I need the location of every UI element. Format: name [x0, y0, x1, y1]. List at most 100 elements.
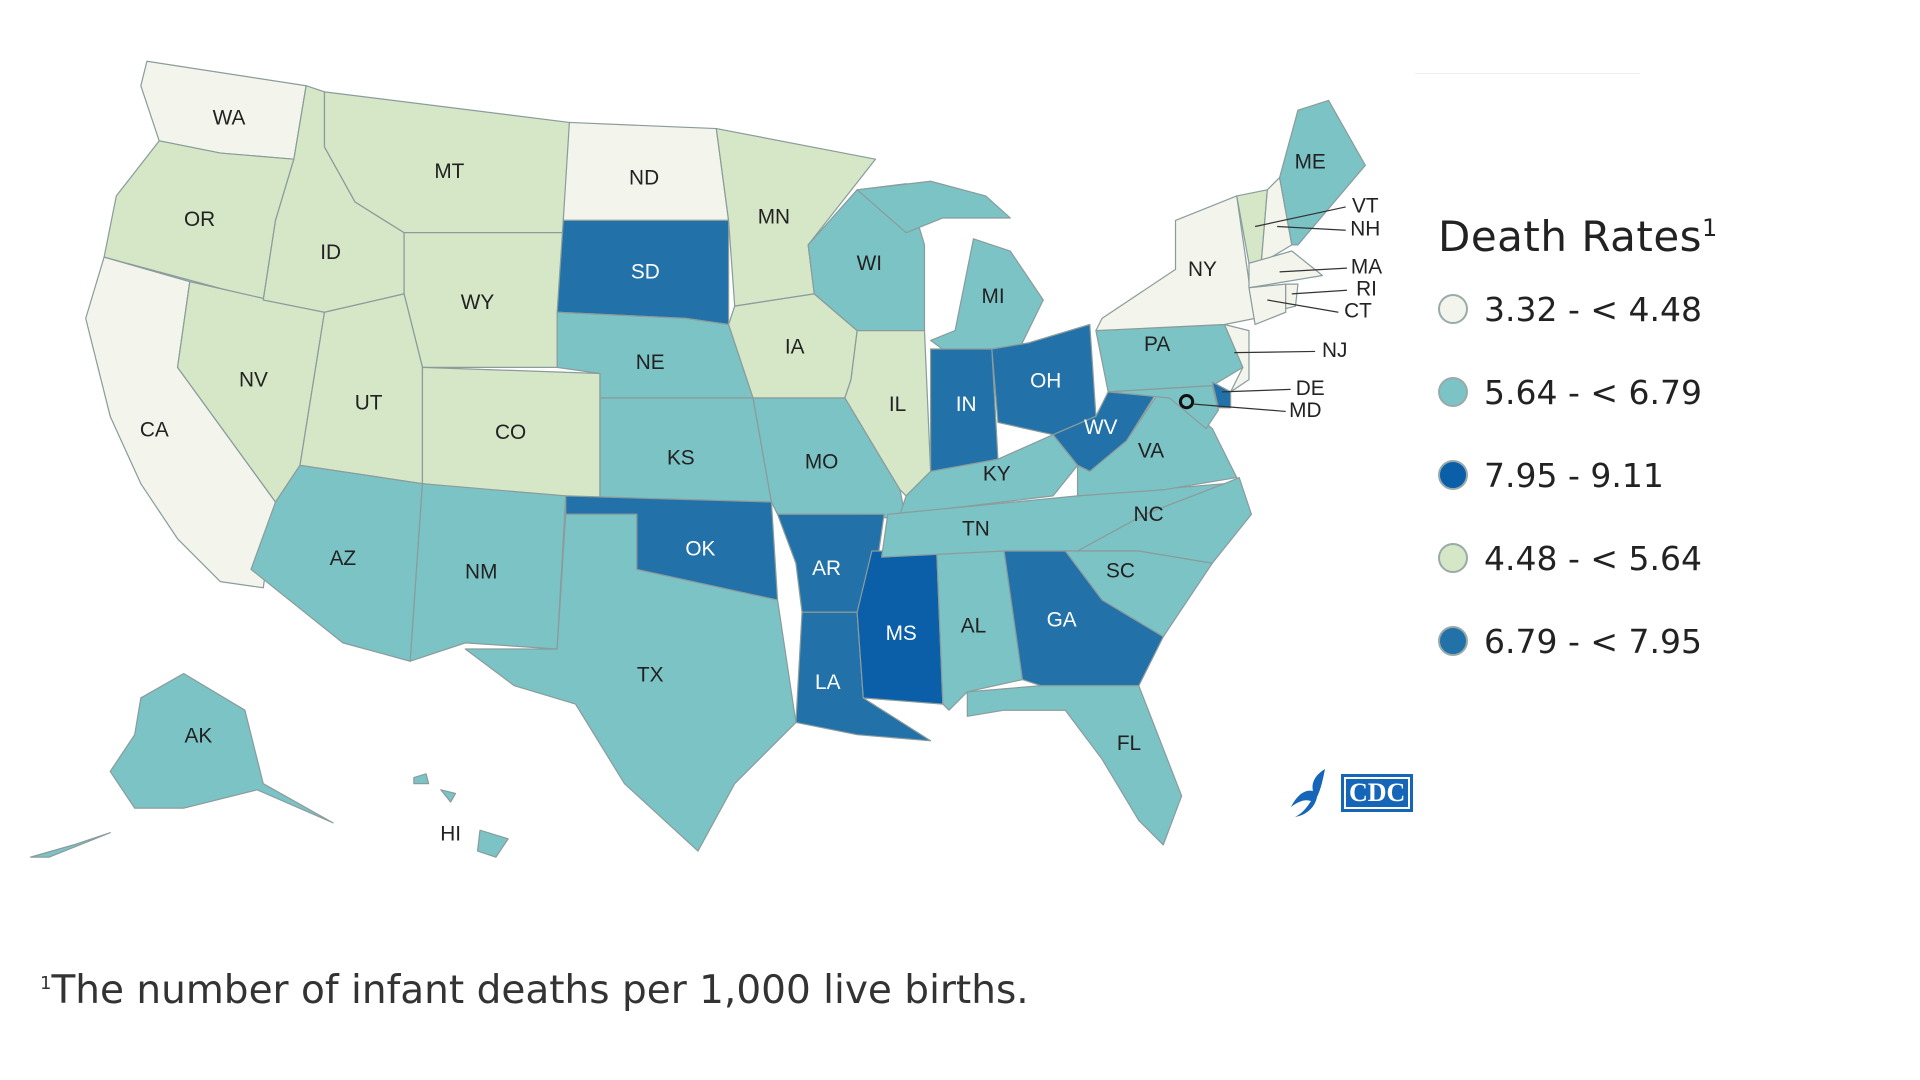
- state-ma[interactable]: [1248, 250, 1324, 289]
- state-label: NC: [1134, 503, 1164, 526]
- state-label: CT: [1344, 300, 1372, 323]
- state-hi[interactable]: [476, 829, 509, 858]
- state-label: CA: [140, 419, 169, 442]
- legend-title: Death Rates1: [1438, 212, 1718, 261]
- state-ak[interactable]: [109, 672, 334, 824]
- state-label: MD: [1289, 399, 1321, 422]
- state-label: VA: [1138, 439, 1164, 462]
- legend-label: 6.79 - < 7.95: [1484, 621, 1702, 661]
- legend-title-sup: 1: [1702, 214, 1718, 242]
- state-label: PA: [1144, 333, 1170, 356]
- state-label: OR: [184, 208, 215, 231]
- state-label: LA: [815, 671, 841, 694]
- state-label: AZ: [330, 547, 357, 570]
- cdc-logo: CDC: [1285, 765, 1414, 821]
- state-nm[interactable]: [409, 483, 567, 662]
- state-label: GA: [1047, 608, 1077, 631]
- state-label: OK: [685, 537, 715, 560]
- state-label: MA: [1351, 256, 1382, 279]
- state-label: WY: [461, 291, 495, 314]
- state-label: IN: [956, 393, 977, 416]
- state-label: ID: [320, 241, 341, 264]
- state-label: VT: [1352, 194, 1379, 217]
- state-label: KS: [667, 447, 695, 470]
- state-me[interactable]: [1278, 99, 1366, 246]
- state-label: ND: [629, 166, 659, 189]
- legend-item: 3.32 - < 4.48: [1438, 289, 1718, 329]
- state-label: NJ: [1322, 339, 1347, 362]
- divider: [1415, 73, 1640, 74]
- legend-label: 5.64 - < 6.79: [1484, 372, 1702, 412]
- legend-item: 5.64 - < 6.79: [1438, 372, 1718, 412]
- state-label: WA: [213, 106, 246, 129]
- state-il[interactable]: [844, 330, 932, 497]
- state-label: MT: [434, 160, 464, 183]
- state-hi[interactable]: [440, 789, 457, 803]
- state-label: CO: [495, 421, 526, 444]
- state-label: TX: [637, 663, 664, 686]
- state-label: SC: [1106, 559, 1135, 582]
- legend-label: 7.95 - 9.11: [1484, 455, 1664, 495]
- state-label: FL: [1117, 732, 1141, 755]
- leader-line: [1234, 350, 1316, 354]
- state-label: HI: [440, 823, 461, 846]
- state-ri[interactable]: [1285, 283, 1299, 310]
- dc-marker[interactable]: [1178, 393, 1195, 410]
- leader-line: [1267, 299, 1339, 313]
- legend-item: 7.95 - 9.11: [1438, 455, 1718, 495]
- leader-line: [1193, 403, 1286, 413]
- state-label: AL: [961, 614, 986, 637]
- state-ky[interactable]: [899, 434, 1079, 515]
- legend-swatch: [1438, 543, 1468, 573]
- state-label: MS: [886, 622, 917, 645]
- cdc-logo-text: CDC: [1341, 774, 1414, 812]
- leader-line: [1222, 388, 1291, 393]
- state-label: NE: [636, 351, 665, 374]
- state-nj[interactable]: [1223, 323, 1250, 393]
- state-ga[interactable]: [1003, 550, 1164, 687]
- legend-swatch: [1438, 626, 1468, 656]
- legend-swatch: [1438, 294, 1468, 324]
- leader-line: [1254, 206, 1346, 228]
- hhs-eagle-icon: [1291, 769, 1325, 817]
- state-ak[interactable]: [30, 832, 111, 858]
- state-label: ME: [1295, 150, 1326, 173]
- state-label: SD: [631, 261, 660, 284]
- state-label: TN: [962, 518, 990, 541]
- state-label: MO: [805, 450, 839, 473]
- leader-line: [1279, 267, 1347, 273]
- state-label: NM: [465, 561, 497, 584]
- footnote-text: The number of infant deaths per 1,000 li…: [51, 968, 1029, 1013]
- state-ct[interactable]: [1248, 283, 1287, 326]
- legend-label: 4.48 - < 5.64: [1484, 538, 1702, 578]
- state-label: RI: [1356, 278, 1377, 301]
- state-label: DE: [1296, 377, 1325, 400]
- legend: Death Rates1 3.32 - < 4.48 5.64 - < 6.79 7…: [1438, 212, 1718, 704]
- state-ny[interactable]: [1095, 195, 1256, 332]
- state-hi[interactable]: [413, 773, 430, 785]
- state-label: IA: [785, 335, 805, 358]
- legend-label: 3.32 - < 4.48: [1484, 289, 1702, 329]
- state-de[interactable]: [1211, 381, 1232, 409]
- state-label: NY: [1188, 258, 1217, 281]
- state-label: UT: [355, 392, 383, 415]
- state-label: MI: [982, 285, 1005, 308]
- state-label: WI: [857, 252, 882, 275]
- state-label: MN: [758, 205, 790, 228]
- footnote-sup: 1: [40, 973, 52, 994]
- state-label: AK: [184, 725, 212, 748]
- state-va[interactable]: [1076, 385, 1238, 497]
- state-label: NV: [239, 368, 268, 391]
- legend-item: 6.79 - < 7.95: [1438, 621, 1718, 661]
- leader-line: [1291, 289, 1347, 295]
- state-fl[interactable]: [966, 685, 1183, 846]
- state-wy[interactable]: [403, 232, 570, 368]
- state-tx[interactable]: [464, 513, 797, 852]
- state-label: IL: [889, 393, 906, 416]
- state-label: KY: [983, 463, 1011, 486]
- legend-item: 4.48 - < 5.64: [1438, 538, 1718, 578]
- legend-title-text: Death Rates: [1438, 212, 1703, 261]
- state-mi[interactable]: [856, 180, 1011, 234]
- state-label: AR: [812, 557, 841, 580]
